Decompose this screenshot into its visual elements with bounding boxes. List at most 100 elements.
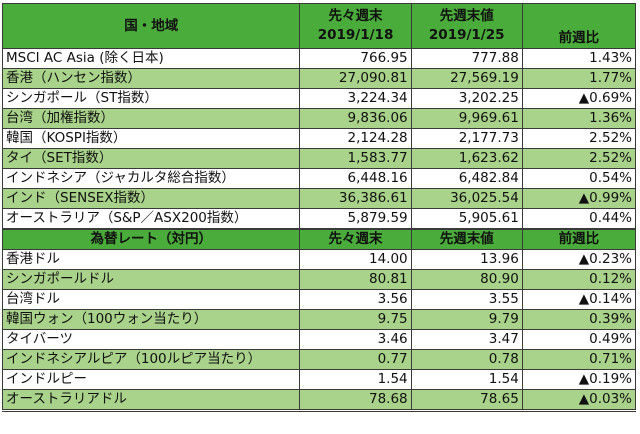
fx-header-row: 為替レート（対円） 先々週末 先週末値 前週比 <box>1 228 637 250</box>
fx-prev-value: 9.75 <box>299 309 412 330</box>
header-prev-week: 先々週末 2019/1/18 <box>299 3 412 49</box>
fx-last-value: 3.47 <box>410 329 523 350</box>
index-change: 2.52% <box>521 128 637 149</box>
fx-change: 0.39% <box>521 309 637 330</box>
header-prev-week-date: 2019/1/18 <box>317 27 394 43</box>
index-change: 0.54% <box>521 168 637 189</box>
fx-last-value: 3.55 <box>410 289 523 310</box>
fx-name: インドルピー <box>1 369 301 390</box>
fx-prev-value: 3.46 <box>299 329 412 350</box>
index-row: 韓国（KOSPI指数） 2,124.28 2,177.73 2.52% <box>1 128 637 149</box>
header-fx-last: 先週末値 <box>410 228 523 250</box>
header-change-label: 前週比 <box>558 30 600 46</box>
index-prev-value: 2,124.28 <box>299 128 412 149</box>
index-prev-value: 1,583.77 <box>299 148 412 169</box>
fx-prev-value: 1.54 <box>299 369 412 390</box>
header-fx-rate: 為替レート（対円） <box>1 228 301 250</box>
fx-name: 香港ドル <box>1 249 301 270</box>
header-prev-week-label: 先々週末 <box>328 8 383 24</box>
index-prev-value: 3,224.34 <box>299 88 412 109</box>
fx-change: 0.49% <box>521 329 637 350</box>
indices-header-row: 国・地域 先々週末 2019/1/18 先週末値 2019/1/25 前週比 <box>1 3 637 49</box>
fx-last-value: 0.78 <box>410 349 523 370</box>
index-change-negative: ▲0.69% <box>521 88 637 109</box>
index-name: シンガポール（ST指数） <box>1 88 301 109</box>
fx-row: オーストラリアドル 78.68 78.65 ▲0.03% <box>1 389 637 412</box>
index-last-value: 27,569.19 <box>410 68 523 89</box>
index-name: MSCI AC Asia (除く日本) <box>1 48 301 69</box>
fx-last-value: 78.65 <box>410 389 523 412</box>
fx-prev-value: 80.81 <box>299 269 412 290</box>
index-prev-value: 6,448.16 <box>299 168 412 189</box>
index-row: タイ（SET指数） 1,583.77 1,623.62 2.52% <box>1 148 637 169</box>
fx-name: 韓国ウォン（100ウォン当たり） <box>1 309 301 330</box>
index-last-value: 2,177.73 <box>410 128 523 149</box>
fx-change-negative: ▲0.23% <box>521 249 637 270</box>
index-last-value: 36,025.54 <box>410 188 523 209</box>
index-row: MSCI AC Asia (除く日本) 766.95 777.88 1.43% <box>1 48 637 69</box>
fx-row: タイバーツ 3.46 3.47 0.49% <box>1 329 637 350</box>
fx-row: インドルピー 1.54 1.54 ▲0.19% <box>1 369 637 390</box>
header-last-week: 先週末値 2019/1/25 <box>410 3 523 49</box>
index-name: 韓国（KOSPI指数） <box>1 128 301 149</box>
fx-change-negative: ▲0.03% <box>521 389 637 412</box>
index-change-negative: ▲0.99% <box>521 188 637 209</box>
header-change: 前週比 <box>521 3 637 49</box>
index-change: 2.52% <box>521 148 637 169</box>
fx-change-negative: ▲0.19% <box>521 369 637 390</box>
index-last-value: 5,905.61 <box>410 208 523 230</box>
fx-change: 0.71% <box>521 349 637 370</box>
fx-name: シンガポールドル <box>1 269 301 290</box>
index-row: オーストラリア（S&P／ASX200指数） 5,879.59 5,905.61 … <box>1 208 637 230</box>
index-name: インド（SENSEX指数） <box>1 188 301 209</box>
index-change: 1.36% <box>521 108 637 129</box>
header-last-week-label: 先週末値 <box>439 8 494 24</box>
index-last-value: 777.88 <box>410 48 523 69</box>
index-row: 香港（ハンセン指数） 27,090.81 27,569.19 1.77% <box>1 68 637 89</box>
index-row: インド（SENSEX指数） 36,386.61 36,025.54 ▲0.99% <box>1 188 637 209</box>
fx-row: 台湾ドル 3.56 3.55 ▲0.14% <box>1 289 637 310</box>
fx-prev-value: 0.77 <box>299 349 412 370</box>
index-prev-value: 9,836.06 <box>299 108 412 129</box>
index-name: タイ（SET指数） <box>1 148 301 169</box>
header-region: 国・地域 <box>1 3 301 49</box>
index-row: 台湾（加権指数） 9,836.06 9,969.61 1.36% <box>1 108 637 129</box>
index-change: 1.77% <box>521 68 637 89</box>
header-fx-change: 前週比 <box>521 228 637 250</box>
index-last-value: 9,969.61 <box>410 108 523 129</box>
index-name: インドネシア（ジャカルタ総合指数） <box>1 168 301 189</box>
fx-last-value: 80.90 <box>410 269 523 290</box>
fx-row: 韓国ウォン（100ウォン当たり） 9.75 9.79 0.39% <box>1 309 637 330</box>
index-prev-value: 5,879.59 <box>299 208 412 230</box>
fx-row: インドネシアルピア（100ルピア当たり） 0.77 0.78 0.71% <box>1 349 637 370</box>
fx-row: シンガポールドル 80.81 80.90 0.12% <box>1 269 637 290</box>
fx-prev-value: 78.68 <box>299 389 412 412</box>
index-last-value: 6,482.84 <box>410 168 523 189</box>
header-fx-prev: 先々週末 <box>299 228 412 250</box>
fx-last-value: 13.96 <box>410 249 523 270</box>
index-prev-value: 36,386.61 <box>299 188 412 209</box>
fx-name: インドネシアルピア（100ルピア当たり） <box>1 349 301 370</box>
index-change: 0.44% <box>521 208 637 230</box>
index-row: シンガポール（ST指数） 3,224.34 3,202.25 ▲0.69% <box>1 88 637 109</box>
header-last-week-date: 2019/1/25 <box>428 27 505 43</box>
fx-prev-value: 3.56 <box>299 289 412 310</box>
index-row: インドネシア（ジャカルタ総合指数） 6,448.16 6,482.84 0.54… <box>1 168 637 189</box>
fx-name: 台湾ドル <box>1 289 301 310</box>
index-name: 台湾（加権指数） <box>1 108 301 129</box>
fx-name: タイバーツ <box>1 329 301 350</box>
fx-prev-value: 14.00 <box>299 249 412 270</box>
fx-last-value: 9.79 <box>410 309 523 330</box>
index-prev-value: 27,090.81 <box>299 68 412 89</box>
index-prev-value: 766.95 <box>299 48 412 69</box>
fx-change: 0.12% <box>521 269 637 290</box>
index-name: オーストラリア（S&P／ASX200指数） <box>1 208 301 230</box>
index-change: 1.43% <box>521 48 637 69</box>
market-summary-table: 国・地域 先々週末 2019/1/18 先週末値 2019/1/25 前週比 M… <box>1 3 637 412</box>
fx-last-value: 1.54 <box>410 369 523 390</box>
index-name: 香港（ハンセン指数） <box>1 68 301 89</box>
index-last-value: 1,623.62 <box>410 148 523 169</box>
index-last-value: 3,202.25 <box>410 88 523 109</box>
fx-row: 香港ドル 14.00 13.96 ▲0.23% <box>1 249 637 270</box>
fx-name: オーストラリアドル <box>1 389 301 412</box>
